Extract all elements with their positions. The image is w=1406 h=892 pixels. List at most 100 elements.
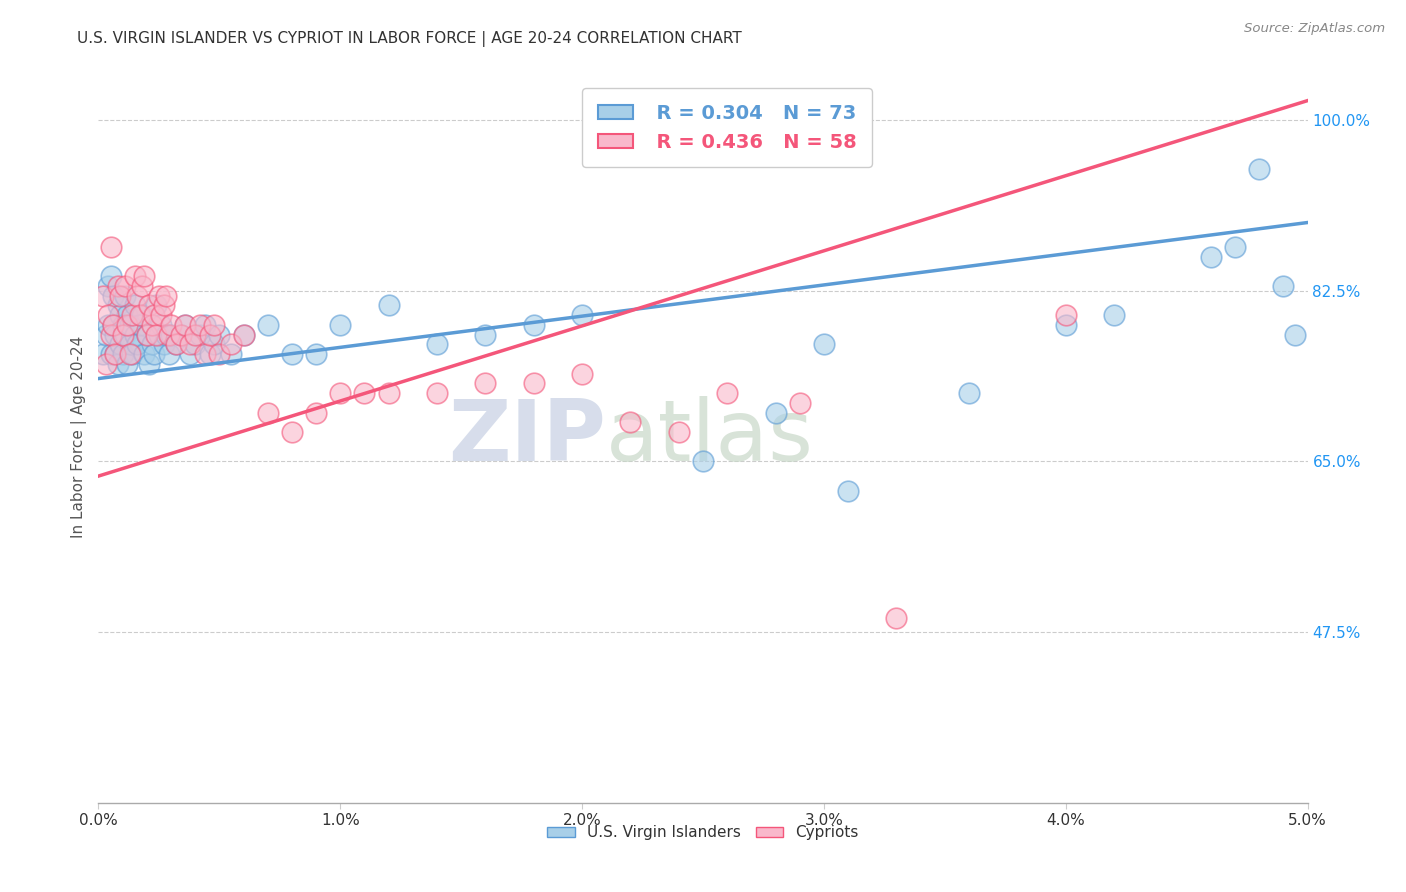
Point (100, 327, 122, 342)
Point (886, 610, 908, 624)
Point (232, 327, 254, 342)
Point (474, 376, 496, 391)
Point (131, 279, 153, 293)
Point (256, 318, 278, 332)
Point (329, 318, 352, 332)
Point (127, 288, 149, 302)
Point (101, 318, 124, 332)
Point (94, 357, 117, 371)
Point (97, 308, 120, 322)
Point (134, 347, 156, 361)
Point (523, 376, 546, 391)
Point (128, 318, 150, 332)
Point (94, 327, 117, 342)
Point (353, 386, 375, 401)
Point (148, 327, 170, 342)
Point (174, 318, 197, 332)
Point (668, 425, 690, 440)
Point (204, 318, 226, 332)
Point (157, 347, 180, 361)
Point (143, 347, 166, 361)
Point (111, 327, 134, 342)
Text: atlas: atlas (606, 395, 814, 479)
Point (121, 308, 143, 322)
Point (108, 288, 131, 302)
Point (305, 347, 328, 361)
Point (155, 327, 177, 342)
Point (157, 327, 180, 342)
Point (111, 347, 134, 361)
Point (141, 318, 163, 332)
Point (118, 318, 141, 332)
Point (221, 347, 243, 361)
Point (135, 327, 157, 342)
Point (107, 357, 129, 371)
Point (104, 327, 127, 342)
Point (114, 288, 136, 302)
Point (194, 347, 217, 361)
Point (101, 318, 124, 332)
Point (124, 298, 146, 312)
Point (716, 386, 738, 401)
Point (100, 240, 122, 254)
Point (194, 318, 217, 332)
Point (145, 298, 167, 312)
Point (169, 327, 191, 342)
Point (135, 327, 157, 342)
Point (198, 327, 221, 342)
Point (813, 337, 835, 351)
Point (127, 337, 149, 351)
Point (474, 327, 496, 342)
Point (100, 347, 122, 361)
Point (1272, 279, 1295, 293)
Point (619, 416, 641, 430)
Point (124, 327, 146, 342)
Point (117, 318, 139, 332)
Point (152, 337, 174, 351)
Point (143, 308, 166, 322)
Point (160, 327, 183, 342)
Point (114, 327, 136, 342)
Point (117, 308, 139, 322)
Point (150, 318, 173, 332)
Point (571, 308, 593, 322)
Point (97, 279, 120, 293)
Point (148, 288, 170, 302)
Point (160, 318, 183, 332)
Point (104, 347, 127, 361)
Point (145, 327, 167, 342)
Point (124, 269, 146, 284)
Y-axis label: In Labor Force | Age 20-24: In Labor Force | Age 20-24 (72, 336, 87, 538)
Point (108, 308, 131, 322)
Point (169, 327, 191, 342)
Point (184, 327, 207, 342)
Point (957, 386, 980, 401)
Point (138, 357, 160, 371)
Point (131, 308, 153, 322)
Point (179, 347, 201, 361)
Text: Source: ZipAtlas.com: Source: ZipAtlas.com (1244, 22, 1385, 36)
Point (1054, 308, 1077, 322)
Point (141, 337, 163, 351)
Point (101, 288, 124, 302)
Point (107, 279, 129, 293)
Point (208, 327, 231, 342)
Point (256, 406, 278, 420)
Point (138, 298, 160, 312)
Point (1249, 161, 1271, 176)
Point (100, 269, 122, 284)
Point (1102, 308, 1125, 322)
Point (118, 337, 141, 351)
Point (281, 347, 304, 361)
Point (152, 298, 174, 312)
Text: U.S. VIRGIN ISLANDER VS CYPRIOT IN LABOR FORCE | AGE 20-24 CORRELATION CHART: U.S. VIRGIN ISLANDER VS CYPRIOT IN LABOR… (77, 31, 742, 47)
Point (111, 318, 134, 332)
Point (1054, 318, 1077, 332)
Point (91, 288, 114, 302)
Point (204, 337, 226, 351)
Point (571, 367, 593, 381)
Point (121, 347, 143, 361)
Point (1284, 327, 1306, 342)
Point (150, 308, 173, 322)
Point (377, 298, 399, 312)
